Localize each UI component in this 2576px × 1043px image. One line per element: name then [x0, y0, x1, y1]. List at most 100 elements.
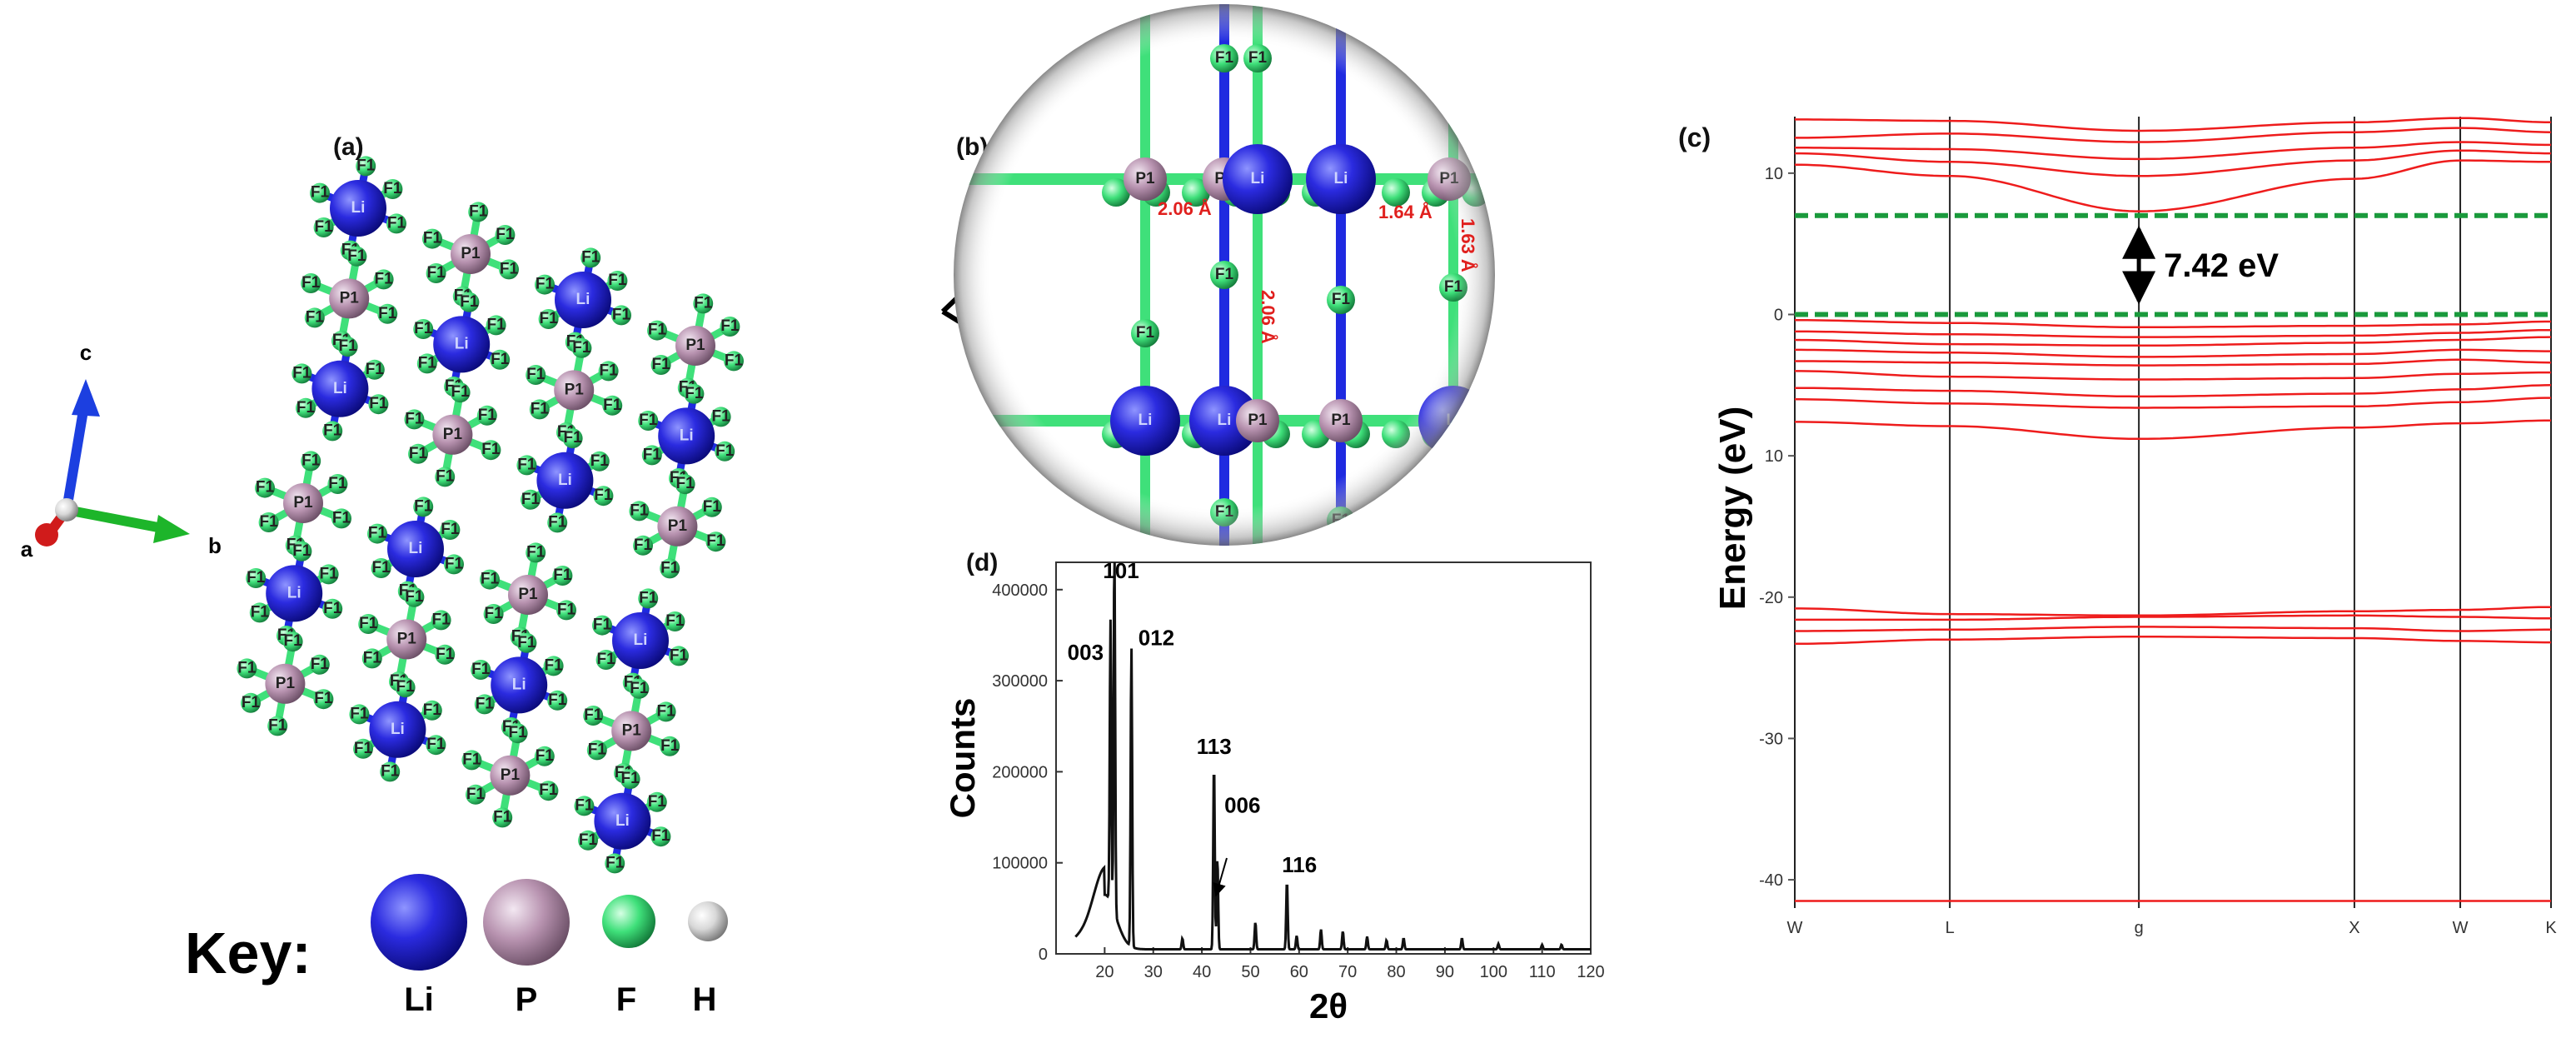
f-atom-label: F1	[409, 445, 428, 462]
valence-band	[1795, 626, 2551, 632]
f-atom-label: F1	[481, 441, 501, 458]
a-axis-arrowhead	[35, 523, 58, 546]
f-atom-label: F1	[612, 306, 631, 323]
f-atom-label: F1	[350, 705, 369, 722]
xrd-x-tick-label: 100	[1480, 963, 1507, 981]
f-atom	[589, 451, 610, 472]
f-atom-label: F1	[247, 569, 266, 586]
f-atom	[655, 701, 676, 722]
f-atom	[421, 700, 442, 721]
f-atom-label: F1	[292, 364, 311, 382]
f-atom	[413, 319, 434, 339]
f-atom-label: F1	[471, 661, 491, 678]
p-atom-label: P1	[276, 675, 296, 692]
li-atom-label: Li	[351, 199, 366, 217]
f-atom-label: F1	[432, 611, 451, 628]
f-atom	[583, 706, 604, 726]
xrd-x-tick-label: 80	[1387, 963, 1405, 981]
p-atom	[283, 483, 323, 523]
band-y-tick-label: -40	[1759, 871, 1783, 890]
f-atom-label: F1	[572, 339, 591, 357]
f-atom-label: F1	[712, 407, 731, 425]
f-atom-label: F1	[593, 616, 612, 634]
f-atom-label: F1	[396, 678, 416, 696]
f-atom	[404, 409, 425, 430]
lens-f-atom	[1462, 420, 1490, 448]
f-atom	[337, 337, 358, 357]
zoom-lens-panel: (b) F1F1F1F1F1F1F1F1F1P1P1LiLiP1LiLiP1P1…	[940, 4, 1495, 546]
li-atom	[433, 316, 491, 373]
li-atom	[555, 272, 611, 328]
f-atom-label: F1	[652, 356, 671, 373]
f-atom-label: F1	[306, 308, 325, 326]
f-atom-label: F1	[545, 656, 564, 674]
key-li-sphere	[371, 874, 467, 971]
f-atom	[368, 394, 389, 415]
f-atom	[313, 689, 334, 710]
f-atom-label: F1	[426, 736, 446, 753]
f-atom	[526, 542, 546, 563]
triad-origin	[55, 498, 78, 522]
f-atom	[404, 586, 425, 607]
bond-distance-label-2: 2.06 Å	[1258, 290, 1279, 344]
a-axis-label: a	[21, 536, 33, 561]
conduction-band	[1795, 149, 2551, 177]
f-atom	[629, 678, 650, 699]
f-atom-label: F1	[405, 410, 424, 427]
band-curves	[1794, 117, 2552, 902]
valence-band	[1795, 358, 2552, 367]
f-atom	[535, 274, 555, 295]
xrd-x-tick-label: 60	[1290, 963, 1308, 981]
li-atom-label: Li	[634, 631, 648, 649]
f-atom	[669, 646, 689, 666]
li-atom-label: Li	[287, 584, 301, 601]
f-atom	[710, 407, 731, 427]
f-atom-label: F1	[553, 566, 572, 584]
f-atom-label: F1	[378, 305, 397, 322]
f-atom	[665, 611, 685, 631]
f-atom	[416, 353, 437, 374]
f-atom-label: F1	[639, 589, 658, 606]
xrd-peak-label: 003	[1068, 640, 1104, 665]
p-atom-label: P1	[622, 721, 642, 739]
p-atom	[490, 755, 531, 796]
lens-f-atom-label: F1	[1444, 70, 1463, 87]
li-atom-label: Li	[455, 335, 469, 352]
f-atom	[322, 598, 343, 619]
conduction-band	[1795, 117, 2552, 132]
c-axis-label: c	[80, 340, 92, 365]
panel-label-a: (a)	[333, 133, 364, 161]
conduction-band	[1795, 127, 2552, 143]
c-axis-arrowhead	[72, 379, 100, 417]
f-atom	[358, 614, 379, 634]
xrd-chart-panel: (d) 20 30 40 50 60 70 80 90 100 110 120 0 100000 2000…	[943, 549, 1605, 1026]
f-atom	[408, 443, 428, 464]
f-atom	[547, 690, 568, 711]
f-atom-label: F1	[590, 452, 610, 470]
p-atom-label: P1	[565, 381, 585, 398]
p-atom	[611, 711, 652, 751]
valence-band	[1795, 614, 2551, 621]
f-atom	[675, 474, 695, 495]
f-atom-label: F1	[517, 456, 536, 473]
xrd-y-tick-label: 200000	[992, 763, 1048, 781]
f-atom	[422, 228, 442, 249]
f-atom	[638, 411, 659, 431]
band-kpoint-label: X	[2349, 919, 2359, 937]
p-atom-label: P1	[668, 517, 688, 535]
f-atom-label: F1	[366, 361, 385, 378]
f-atom	[724, 351, 744, 372]
f-atom	[611, 305, 631, 326]
lattice-atoms: F1 F1 F1 F1 F1 F1 F1 F1 F1 F1 F1 F1 F1 F1 F1 F1 F1 F1 F1 F1…	[237, 156, 744, 874]
f-atom	[440, 520, 461, 540]
atom-key: Key: Li P F H	[185, 874, 728, 1018]
f-atom	[364, 359, 385, 380]
f-atom-label: F1	[427, 264, 446, 282]
f-atom-label: F1	[496, 226, 515, 243]
band-plot-area	[1795, 117, 2551, 908]
p-atom	[508, 575, 548, 615]
f-atom	[386, 213, 406, 234]
li-atom-label: Li	[409, 540, 423, 557]
f-atom-label: F1	[660, 559, 680, 576]
